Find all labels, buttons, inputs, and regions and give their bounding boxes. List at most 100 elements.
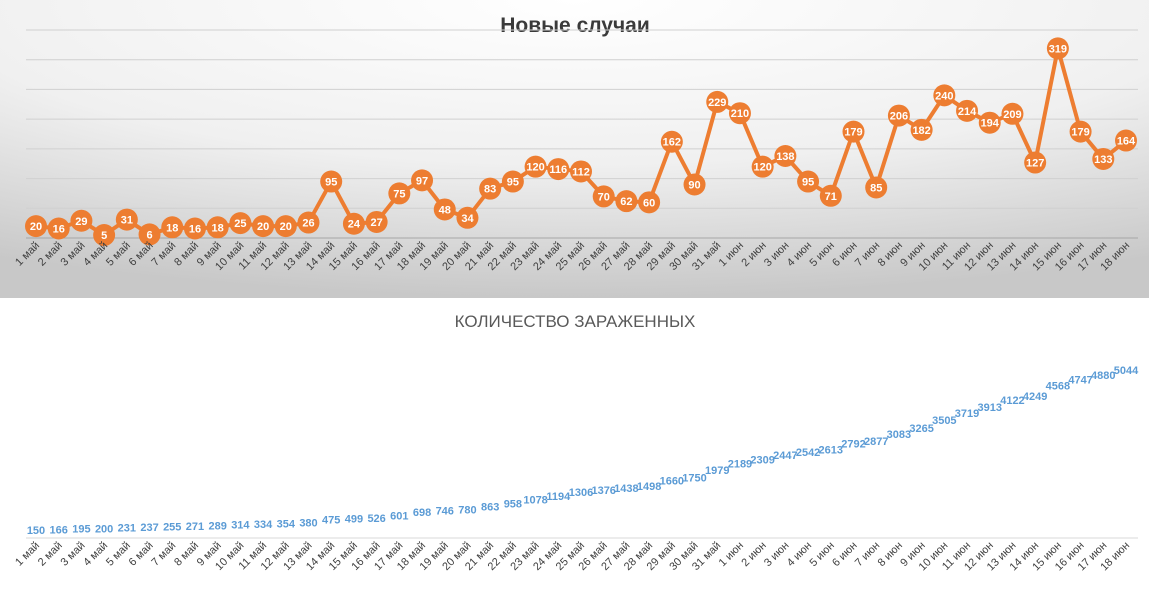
data-label: 958	[504, 499, 522, 511]
data-point: 97	[411, 169, 434, 192]
point-marker	[683, 173, 706, 196]
point-marker	[411, 169, 434, 192]
data-label: 780	[458, 504, 476, 516]
data-label: 120	[753, 162, 771, 174]
data-point: 16	[47, 217, 70, 240]
data-label: 1438	[614, 483, 638, 495]
data-point: 182	[910, 118, 933, 141]
point-marker	[978, 111, 1001, 134]
data-label: 746	[436, 506, 454, 518]
data-label: 133	[1094, 154, 1112, 166]
point-marker	[1046, 37, 1069, 60]
data-label: 70	[598, 191, 610, 203]
data-label: 60	[643, 197, 655, 209]
data-label: 18	[212, 222, 224, 234]
point-marker	[706, 90, 729, 113]
data-point: 90	[683, 173, 706, 196]
data-label: 20	[30, 221, 42, 233]
data-label: 319	[1049, 43, 1067, 55]
point-marker	[660, 130, 683, 153]
data-point: 25	[229, 212, 252, 235]
data-label: 83	[484, 184, 496, 196]
point-marker	[252, 215, 275, 238]
data-label: 2309	[750, 454, 774, 466]
point-marker	[93, 224, 116, 247]
point-marker	[956, 99, 979, 122]
point-marker	[547, 158, 570, 181]
data-label: 24	[348, 219, 361, 231]
data-label: 27	[371, 217, 383, 229]
data-label: 182	[912, 125, 930, 137]
data-label: 1498	[637, 481, 661, 493]
data-label: 2447	[773, 450, 797, 462]
data-point: 194	[978, 111, 1001, 134]
data-label: 5	[101, 230, 107, 242]
data-point: 20	[25, 215, 47, 238]
data-label: 1376	[591, 485, 615, 497]
point-marker	[206, 216, 229, 239]
data-label: 95	[802, 177, 814, 189]
data-label: 120	[526, 162, 544, 174]
point-marker	[456, 206, 479, 229]
data-label: 4747	[1068, 375, 1092, 387]
data-point: 127	[1024, 151, 1047, 174]
point-marker	[342, 212, 365, 235]
data-label: 2792	[841, 439, 865, 451]
data-point: 83	[479, 177, 502, 200]
point-marker	[297, 211, 320, 234]
data-label: 71	[825, 191, 837, 203]
data-label: 214	[958, 106, 977, 118]
data-label: 240	[935, 90, 953, 102]
data-label: 85	[870, 182, 882, 194]
data-label: 3083	[887, 429, 911, 441]
data-label: 3913	[978, 402, 1002, 414]
point-marker	[161, 216, 184, 239]
data-label: 194	[981, 118, 1000, 130]
point-marker	[933, 84, 956, 107]
data-label: 4122	[1000, 395, 1024, 407]
point-marker	[433, 198, 456, 221]
data-label: 16	[189, 223, 201, 235]
data-point: 62	[615, 190, 638, 213]
chart-title: КОЛИЧЕСТВО ЗАРАЖЕННЫХ	[455, 312, 696, 331]
data-label: 16	[53, 223, 65, 235]
data-point: 229	[706, 90, 729, 113]
point-marker	[592, 185, 615, 208]
data-label: 162	[663, 137, 681, 149]
point-marker	[70, 209, 93, 232]
data-label: 1979	[705, 465, 729, 477]
data-label: 179	[844, 127, 862, 139]
data-label: 229	[708, 97, 726, 109]
data-label: 150	[27, 525, 45, 537]
data-label: 4568	[1046, 380, 1070, 392]
point-marker	[1069, 120, 1092, 143]
point-marker	[887, 104, 910, 127]
data-label: 5044	[1114, 365, 1139, 377]
data-label: 206	[890, 111, 908, 123]
data-point: 20	[274, 215, 297, 238]
data-label: 255	[163, 522, 181, 534]
data-point: 18	[161, 216, 184, 239]
point-marker	[728, 102, 751, 125]
point-marker	[615, 190, 638, 213]
point-marker	[479, 177, 502, 200]
point-marker	[229, 212, 252, 235]
point-marker	[638, 191, 661, 214]
point-marker	[1092, 147, 1115, 170]
data-label: 354	[277, 518, 296, 530]
data-point: 20	[252, 215, 275, 238]
data-label: 95	[325, 177, 337, 189]
data-point: 6	[138, 223, 161, 246]
point-marker	[842, 120, 865, 143]
data-label: 601	[390, 510, 408, 522]
chart-title: Новые случаи	[500, 14, 650, 37]
data-label: 75	[393, 188, 405, 200]
data-label: 210	[731, 108, 749, 120]
data-point: 240	[933, 84, 956, 107]
data-point: 112	[570, 160, 592, 183]
point-marker	[365, 210, 388, 233]
point-marker	[183, 217, 206, 240]
data-label: 499	[345, 514, 363, 526]
point-marker	[1115, 129, 1137, 152]
